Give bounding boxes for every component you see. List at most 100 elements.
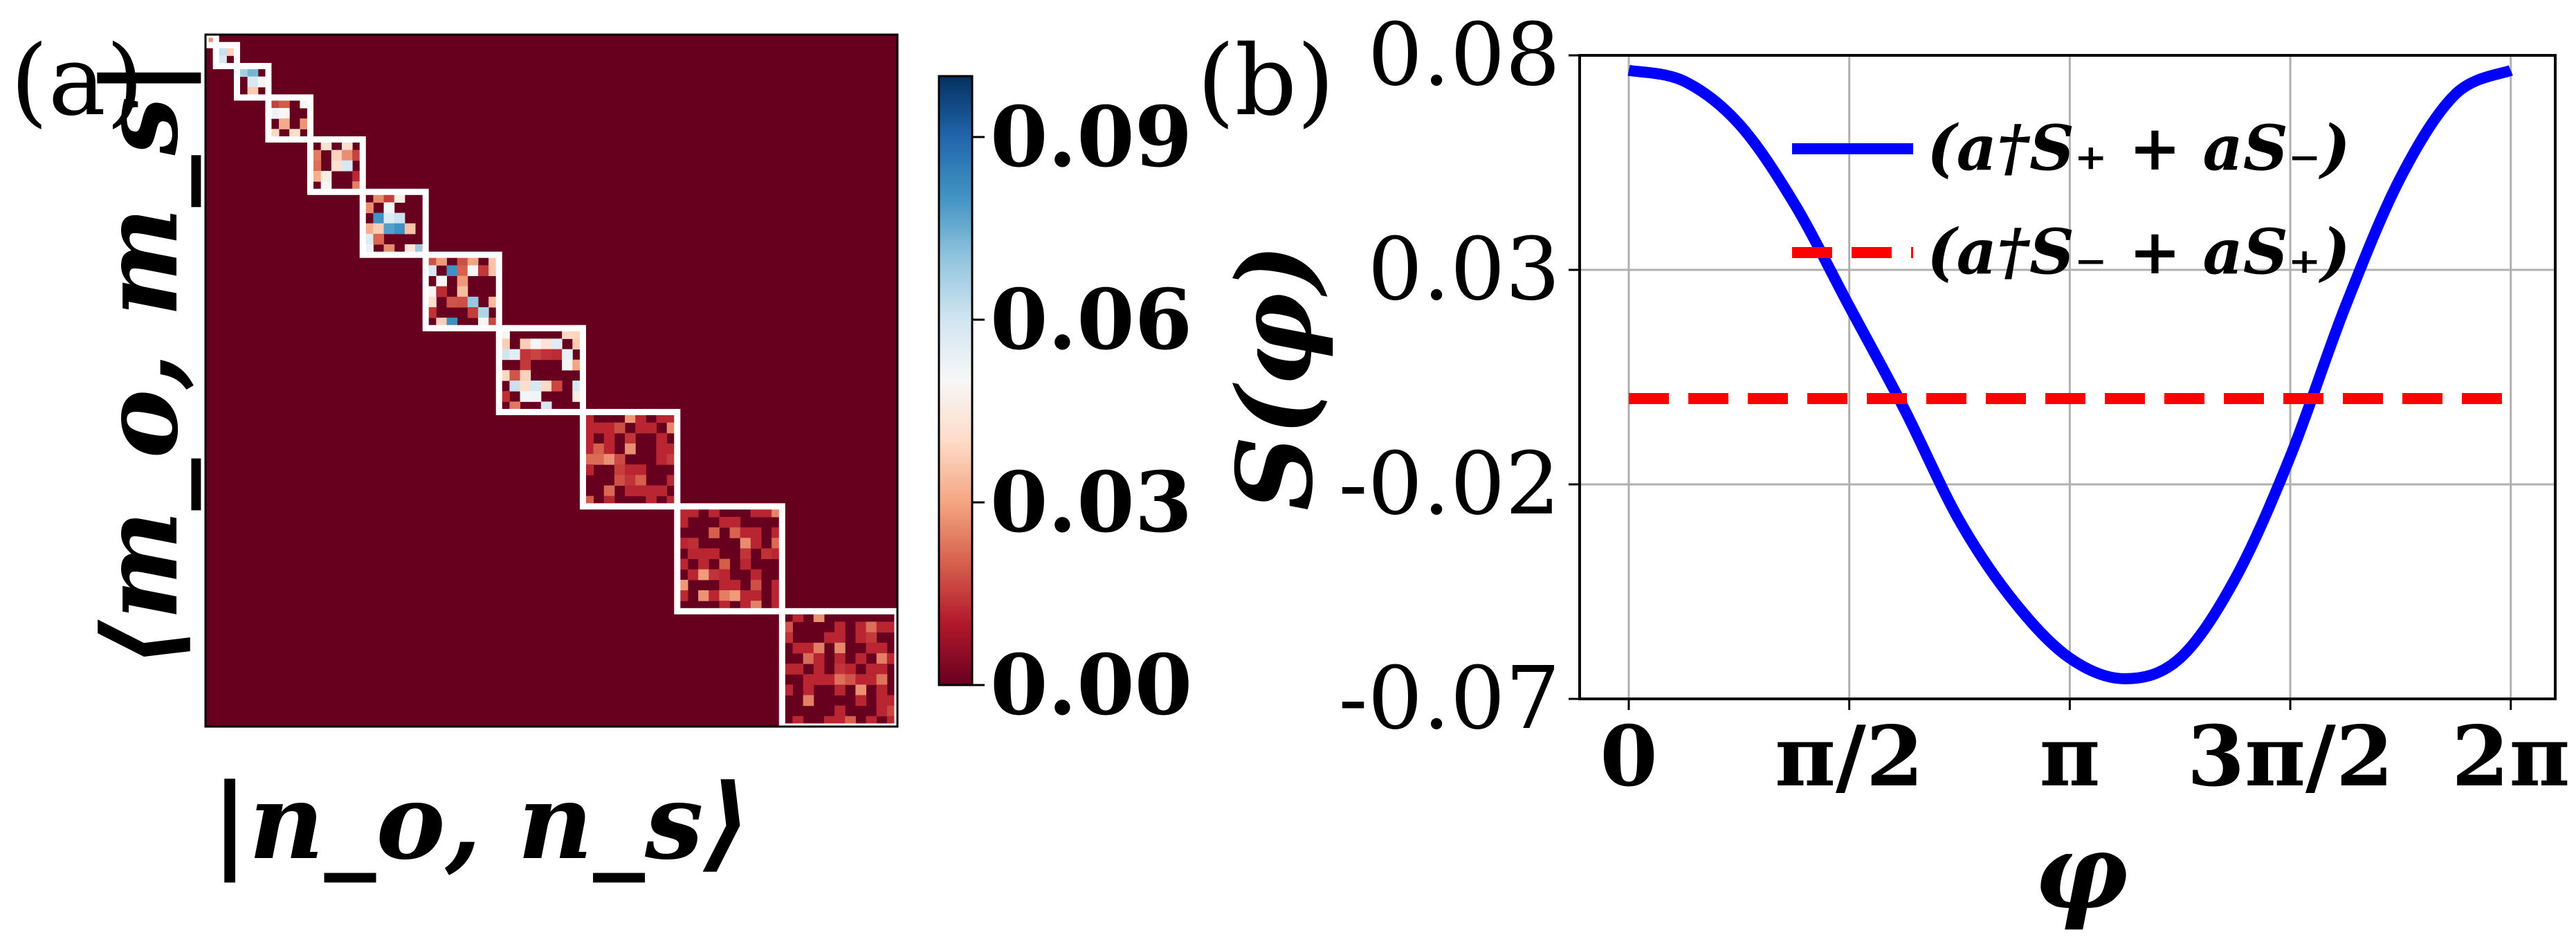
heatmap-cell: [625, 464, 636, 475]
heatmap-cell: [614, 454, 625, 465]
heatmap-cell: [625, 443, 636, 455]
heatmap-cell: [855, 621, 867, 633]
heatmap-cell: [383, 223, 395, 235]
heatmap-cell: [446, 296, 458, 308]
heatmap-cell: [834, 621, 846, 633]
heatmap-cell: [530, 338, 542, 350]
panel-b: (b) 0 π/2 π 3π/2 2π 0.08 0.03 -0.02 -0.07 φ S(φ) (a…: [1197, 5, 2570, 933]
heatmap-cell: [803, 653, 814, 664]
heatmap-cell: [646, 422, 657, 434]
heatmap-cell: [698, 558, 709, 570]
heatmap-frame: [204, 33, 899, 728]
heatmap-cell: [457, 275, 468, 287]
heatmap-cell: [656, 443, 668, 455]
heatmap-cell: [467, 265, 479, 276]
heatmap-cell: [603, 485, 615, 497]
heatmap: [202, 31, 901, 730]
heatmap-cell: [279, 118, 290, 129]
heatmap-cell: [792, 642, 804, 654]
heatmap-cell: [750, 538, 762, 549]
heatmap-cell: [593, 454, 605, 465]
heatmap-cell: [750, 579, 762, 591]
heatmap-cell: [603, 454, 615, 465]
heatmap-cell: [813, 674, 825, 685]
colorbar-tick-label: 0.03: [990, 454, 1192, 551]
heatmap-cell: [866, 674, 877, 685]
panel-a: (a) |n_o, n_s⟩ ⟨m_o, m_s| 0.090.060.030.…: [10, 25, 1192, 883]
heatmap-cell: [341, 149, 353, 161]
heatmap-cell: [803, 642, 814, 654]
heatmap-cell: [866, 632, 877, 644]
heatmap-x-axis-label: |n_o, n_s⟩: [211, 761, 751, 883]
block-outline: [422, 251, 502, 331]
heatmap-cell: [614, 464, 625, 475]
heatmap-cell: [813, 664, 825, 675]
x-tick-label: π: [2039, 708, 2100, 805]
heatmap-cell: [446, 265, 458, 276]
heatmap-cell: [562, 349, 573, 361]
heatmap-cell: [792, 664, 804, 675]
heatmap-cell: [540, 338, 552, 350]
heatmap-cell: [509, 349, 521, 361]
heatmap-cell: [467, 307, 479, 318]
heatmap-cell: [436, 275, 447, 287]
heatmap-cell: [834, 632, 846, 644]
heatmap-cell: [625, 432, 636, 444]
heatmap-cell: [656, 485, 668, 497]
heatmap-cell: [876, 695, 888, 706]
x-tick-label: 0: [1600, 708, 1658, 805]
x-tick-label: 3π/2: [2187, 708, 2394, 805]
heatmap-cell: [394, 212, 405, 224]
heatmap-cell: [740, 527, 751, 538]
heatmap-cell: [866, 642, 877, 654]
heatmap-cell: [729, 579, 741, 591]
heatmap-cell: [709, 569, 720, 581]
heatmap-cell: [834, 653, 846, 664]
colorbar-tick-label: 0.00: [990, 637, 1192, 734]
heatmap-cell: [373, 212, 385, 224]
heatmap-cell: [855, 695, 867, 706]
heatmap-cell: [603, 432, 615, 444]
heatmap-cell: [540, 381, 552, 392]
heatmap-cell: [813, 653, 825, 664]
heatmap-cell: [823, 632, 835, 644]
heatmap-cell: [373, 233, 385, 245]
heatmap-cell: [635, 464, 646, 475]
block-outline: [495, 325, 586, 415]
heatmap-cell: [876, 674, 888, 685]
heatmap-cell: [750, 590, 762, 601]
panel-b-label: (b): [1197, 25, 1335, 138]
heatmap-cell: [698, 548, 709, 560]
heatmap-cell: [876, 621, 888, 633]
heatmap-cell: [646, 485, 657, 497]
heatmap-cell: [436, 286, 447, 298]
plot-frame: [1578, 54, 2557, 700]
heatmap-cell: [320, 170, 332, 182]
heatmap-cell: [603, 443, 615, 455]
heatmap-cell: [729, 590, 741, 601]
heatmap-cell: [687, 548, 699, 560]
heatmap-cell: [834, 664, 846, 675]
heatmap-cell: [656, 432, 668, 444]
heatmap-cell: [719, 579, 731, 591]
heatmap-cell: [834, 684, 846, 696]
heatmap-cell: [509, 381, 521, 392]
heatmap-cell: [855, 674, 867, 685]
heatmap-cell: [457, 265, 468, 276]
legend-label-1: (a†S₊ + aS₋): [1927, 111, 2350, 185]
heatmap-cell: [520, 370, 531, 381]
block-outline: [579, 408, 681, 510]
heatmap-cell: [740, 590, 751, 601]
heatmap-cell: [520, 349, 531, 361]
heatmap-cell: [509, 370, 521, 381]
heatmap-cell: [761, 548, 772, 560]
heatmap-cell: [477, 265, 489, 276]
y-tick-label: 0.03: [1368, 219, 1560, 320]
heatmap-cell: [467, 296, 479, 308]
heatmap-cell: [625, 475, 636, 486]
heatmap-cell: [803, 695, 814, 706]
heatmap-cell: [383, 212, 395, 224]
heatmap-cell: [394, 223, 405, 235]
heatmap-cell: [247, 76, 259, 88]
